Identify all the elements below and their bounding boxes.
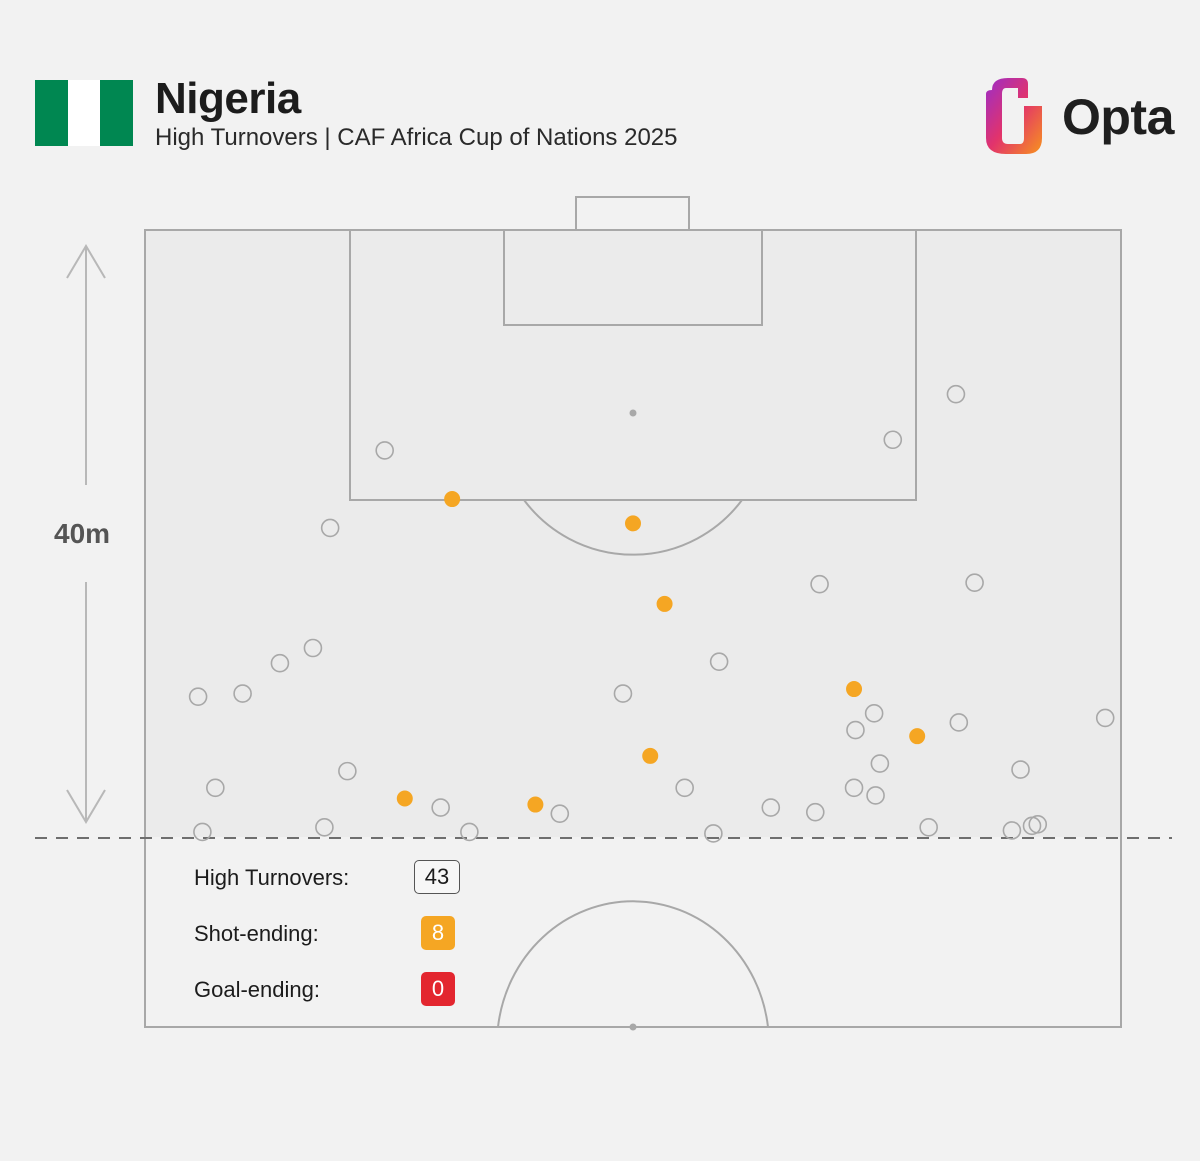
turnover-point — [883, 430, 903, 450]
opta-logo-icon — [986, 78, 1042, 154]
shot-ending-turnover-point — [909, 728, 926, 745]
turnover-point — [460, 822, 479, 842]
turnover-point — [761, 798, 781, 817]
legend-goal-ending-label: Goal-ending: — [194, 977, 320, 1002]
flag-band-center — [67, 80, 101, 146]
turnover-point — [965, 573, 984, 592]
scale-label: 40m — [54, 518, 111, 549]
shot-ending-turnover-point — [625, 515, 641, 532]
turnover-point — [206, 778, 225, 798]
nigeria-flag — [35, 80, 134, 146]
turnover-point — [864, 704, 884, 723]
turnover-point — [846, 720, 865, 740]
turnover-point — [320, 518, 340, 538]
shot-ending-turnover-point — [846, 681, 863, 698]
turnover-point — [805, 802, 825, 822]
shot-ending-turnover-point — [444, 491, 461, 508]
goal — [575, 196, 690, 231]
turnover-point — [844, 778, 864, 798]
turnover-point — [866, 786, 885, 805]
turnover-point — [946, 384, 966, 404]
shot-ending-turnover-point — [656, 595, 673, 612]
turnover-point — [704, 824, 723, 843]
opta-wordmark: Opta — [1062, 89, 1174, 145]
turnover-point — [613, 684, 633, 703]
goal-ending-count-badge: 0 — [421, 972, 455, 1006]
shot-ending-turnover-point — [396, 790, 413, 807]
turnover-point — [375, 441, 394, 460]
turnover-point — [1011, 760, 1030, 779]
flag-band-left — [35, 80, 68, 146]
turnover-point — [315, 818, 334, 837]
turnover-point — [233, 684, 252, 703]
six-yard-box — [503, 229, 763, 326]
shot-ending-turnover-point — [642, 747, 659, 764]
high-turnovers-count-badge: 43 — [414, 860, 460, 894]
shot-ending-turnover-point — [527, 796, 544, 813]
center-spot — [629, 1023, 637, 1031]
penalty-arc — [523, 499, 743, 556]
page-title: Nigeria — [155, 74, 301, 123]
turnover-point — [949, 713, 969, 732]
penalty-spot — [629, 409, 637, 417]
turnover-point — [193, 822, 212, 842]
turnover-point — [709, 652, 729, 671]
shot-ending-count-badge: 8 — [421, 916, 455, 950]
page-subtitle: High Turnovers | CAF Africa Cup of Natio… — [155, 124, 678, 151]
flag-band-right — [100, 80, 134, 146]
turnover-point — [303, 638, 323, 658]
turnover-point — [270, 653, 290, 673]
pitch-shaded-zone — [145, 230, 1121, 837]
turnover-point — [675, 778, 694, 798]
turnover-point — [919, 818, 938, 837]
center-circle-arc — [497, 900, 769, 1028]
scale-arrow-icon — [66, 244, 106, 824]
turnover-point — [338, 761, 357, 781]
turnover-point — [1028, 815, 1048, 834]
turnover-point — [810, 574, 829, 594]
turnover-point — [870, 754, 890, 773]
turnover-point — [1002, 821, 1022, 840]
legend-shot-ending-label: Shot-ending: — [194, 921, 319, 946]
turnover-points — [188, 384, 1115, 843]
turnover-point — [1095, 708, 1115, 728]
legend-high-turnovers-label: High Turnovers: — [194, 865, 350, 890]
turnover-point — [431, 798, 450, 817]
turnover-point — [188, 687, 208, 706]
turnover-point — [550, 804, 570, 823]
